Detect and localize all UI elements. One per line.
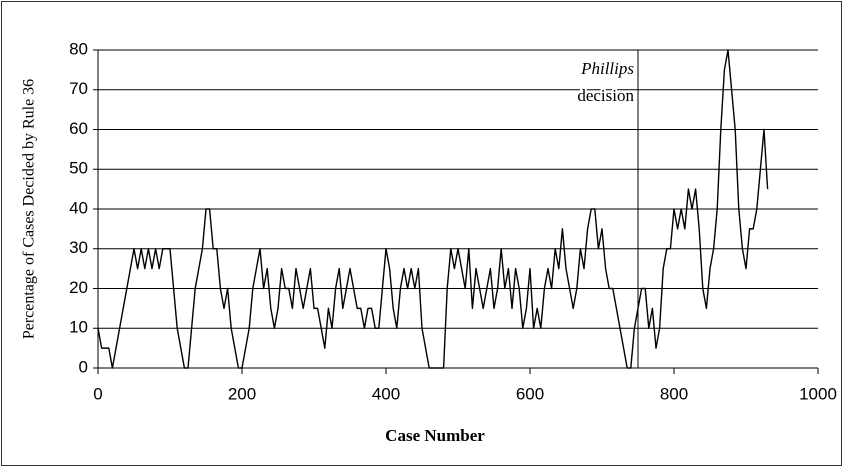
annotation-text: decision (577, 86, 634, 105)
x-tick-label: 1000 (799, 384, 837, 403)
x-tick-label: 600 (516, 384, 544, 403)
y-tick-label: 60 (69, 119, 88, 138)
y-tick-label: 40 (69, 198, 88, 217)
y-tick-label: 30 (69, 238, 88, 257)
x-tick-label: 200 (228, 384, 256, 403)
x-tick-label: 800 (660, 384, 688, 403)
data-line (97, 49, 769, 369)
y-tick-label: 10 (69, 318, 88, 337)
y-tick-label: 0 (79, 357, 88, 376)
x-tick-label: 0 (93, 384, 102, 403)
x-axis-label: Case Number (385, 426, 485, 445)
y-tick-label: 70 (69, 79, 88, 98)
x-tick-label: 400 (372, 384, 400, 403)
y-tick-label: 50 (69, 159, 88, 178)
annotation-text: Phillips (580, 59, 634, 78)
y-tick-label: 20 (69, 278, 88, 297)
y-tick-label: 80 (69, 39, 88, 58)
y-axis-label: Percentage of Cases Decided by Rule 36 (21, 79, 38, 339)
